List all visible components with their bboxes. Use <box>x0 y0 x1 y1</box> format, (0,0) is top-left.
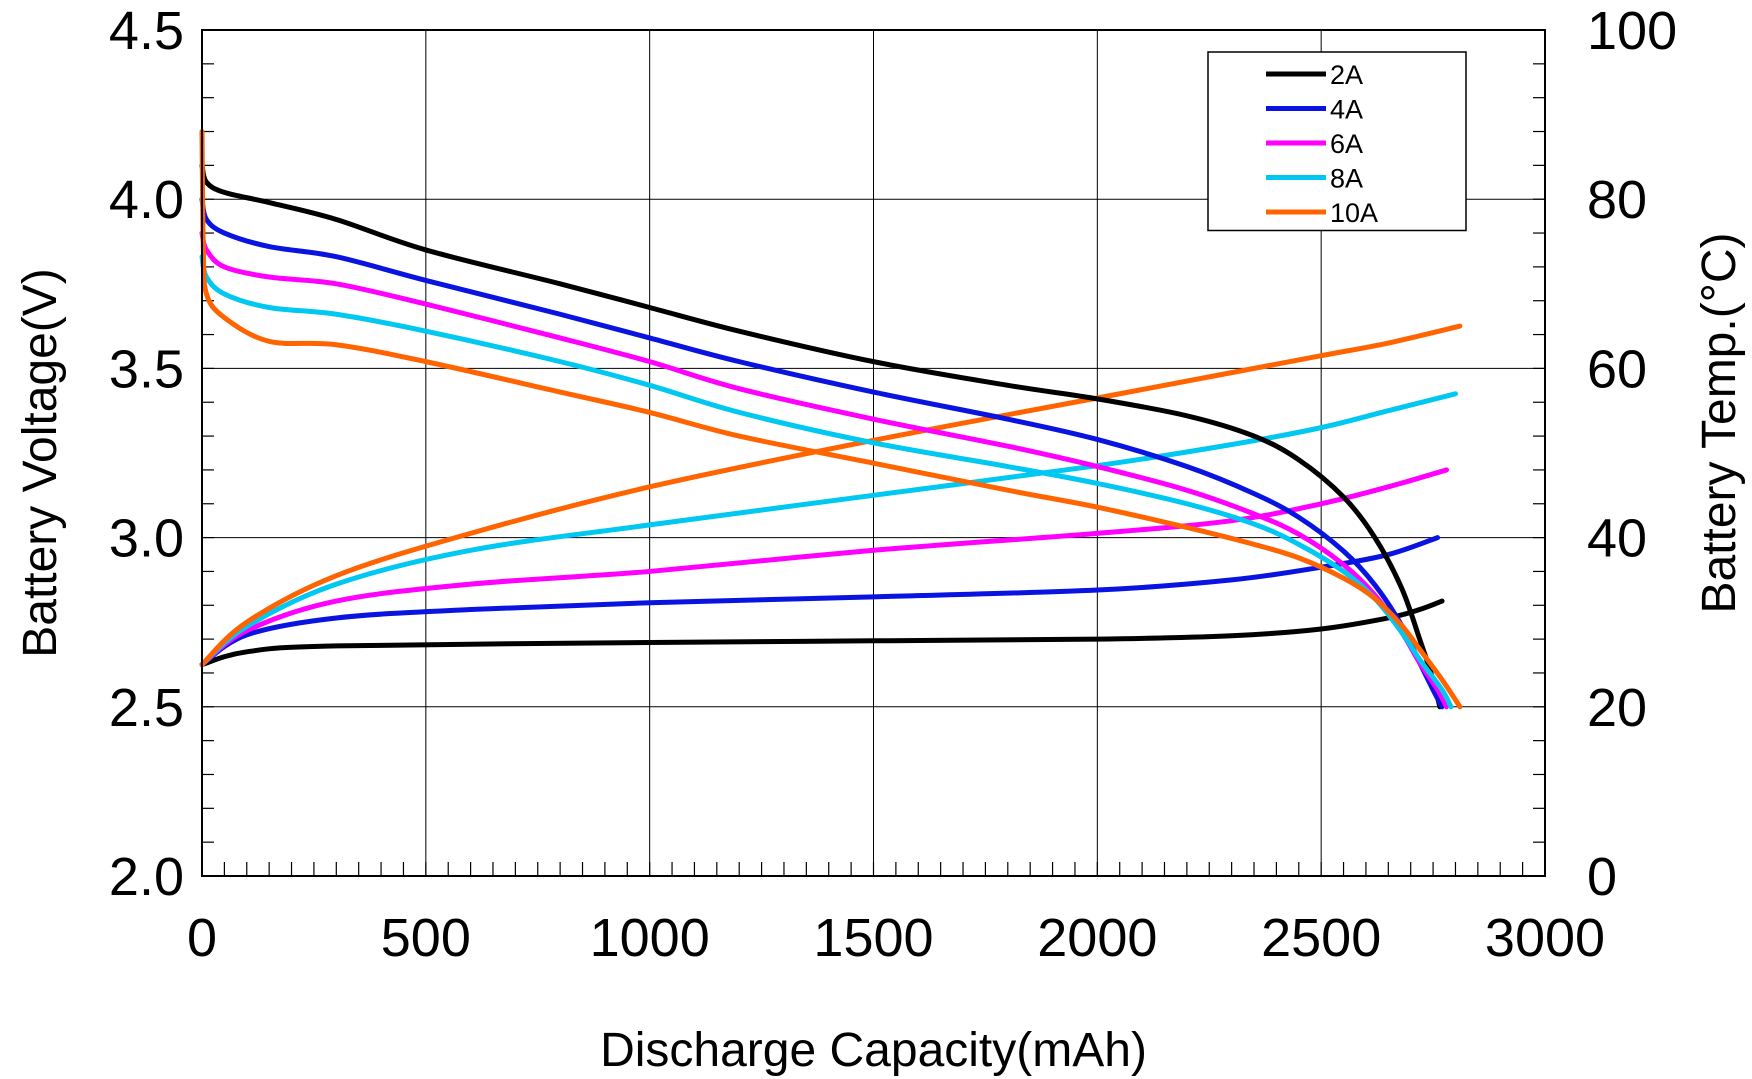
voltage-line-2A <box>199 162 1443 710</box>
y-right-tick-label: 0 <box>1587 847 1617 907</box>
y-right-axis-title: Battery Temp.(°C) <box>1693 232 1746 613</box>
voltage-line-10A <box>199 129 1463 710</box>
temperature-curves <box>199 323 1463 667</box>
y-right-tick-label: 20 <box>1587 678 1647 738</box>
temperature-line-10A <box>199 323 1463 667</box>
x-tick-label: 2000 <box>1037 908 1157 968</box>
y-left-tick-label: 4.0 <box>109 170 184 230</box>
tick-labels: 0 500 1000 1500 2000 2500 30002.02.53.03.54.04… <box>109 1 1677 968</box>
y-left-tick-label: 3.0 <box>109 509 184 569</box>
x-tick-label: 0 <box>187 908 217 968</box>
voltage-curves <box>199 129 1463 710</box>
x-tick-label: 1500 <box>813 908 933 968</box>
legend-label-10A: 10A <box>1330 198 1378 228</box>
x-tick-label: 1000 <box>590 908 710 968</box>
temperature-line-6A <box>199 467 1450 667</box>
legend-label-4A: 4A <box>1330 95 1363 125</box>
legend-label-8A: 8A <box>1330 164 1363 194</box>
x-tick-label: 3000 <box>1485 908 1605 968</box>
y-right-tick-label: 40 <box>1587 509 1647 569</box>
legend-label-6A: 6A <box>1330 129 1363 159</box>
legend-label-2A: 2A <box>1330 60 1363 90</box>
y-left-tick-label: 2.5 <box>109 678 184 738</box>
x-axis-title: Discharge Capacity(mAh) <box>600 1024 1147 1077</box>
temperature-line-8A <box>199 391 1458 667</box>
plot-frame <box>201 29 1546 877</box>
y-right-tick-label: 100 <box>1587 1 1677 61</box>
x-tick-label: 2500 <box>1261 908 1381 968</box>
y-right-tick-label: 80 <box>1587 170 1647 230</box>
legend-box <box>1207 51 1467 232</box>
voltage-line-4A <box>199 196 1445 710</box>
y-left-tick-label: 4.5 <box>109 1 184 61</box>
y-left-tick-label: 3.5 <box>109 339 184 399</box>
temperature-line-2A <box>199 598 1445 667</box>
y-left-axis-title: Battery Voltage(V) <box>14 268 67 658</box>
y-right-tick-label: 60 <box>1587 339 1647 399</box>
legend: 2A 4A 6A 8A 10A <box>1207 51 1467 232</box>
y-left-tick-label: 2.0 <box>109 847 184 907</box>
x-tick-label: 500 <box>381 908 471 968</box>
